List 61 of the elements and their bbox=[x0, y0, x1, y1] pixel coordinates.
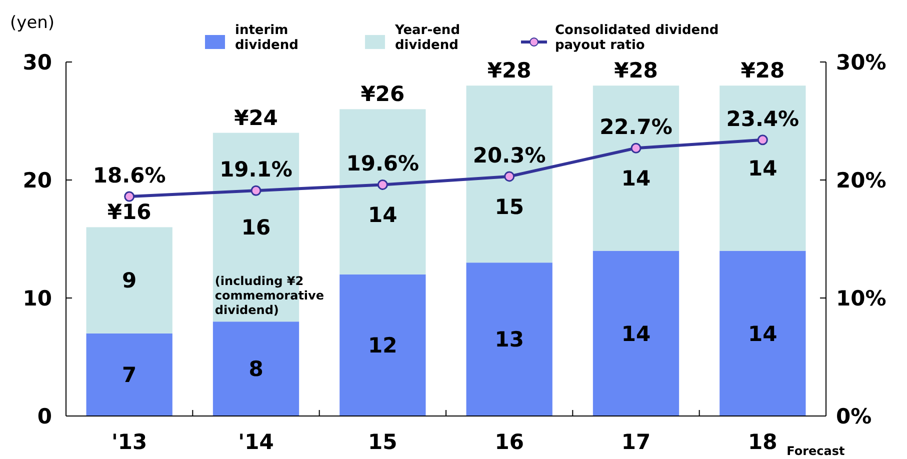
total-label: ¥24 bbox=[234, 106, 278, 130]
total-label: ¥28 bbox=[487, 58, 532, 83]
bar bbox=[340, 274, 426, 416]
bar bbox=[212, 322, 300, 416]
point bbox=[757, 134, 768, 146]
y-tick-label: 20 bbox=[22, 168, 52, 192]
total-label: ¥26 bbox=[360, 82, 405, 106]
point bbox=[124, 191, 135, 202]
bar bbox=[86, 227, 172, 334]
bar bbox=[720, 86, 806, 251]
data-label: 23.4% bbox=[726, 106, 800, 131]
data-label: 8 bbox=[248, 357, 264, 382]
total-label: ¥28 bbox=[740, 58, 785, 83]
x-tick-label: '14 bbox=[238, 430, 274, 454]
data-label: 15 bbox=[494, 194, 524, 219]
bar bbox=[340, 109, 426, 274]
y2-tick-label: 0% bbox=[836, 404, 872, 428]
total-label: ¥16 bbox=[107, 200, 152, 224]
data-label: 19.6% bbox=[346, 152, 420, 176]
y-tick-label: 30 bbox=[22, 50, 52, 74]
x-tick-label: 17 bbox=[621, 430, 651, 454]
data-label: 19.1% bbox=[220, 158, 292, 182]
y-tick-label: 10 bbox=[22, 286, 52, 310]
data-label: 22.7% bbox=[600, 115, 672, 140]
y2-tick-label: 20% bbox=[836, 168, 886, 192]
x-tick-label: 16 bbox=[494, 430, 524, 454]
point bbox=[250, 185, 262, 196]
bar bbox=[592, 86, 680, 251]
y-tick-label: 0 bbox=[37, 404, 52, 428]
annotation: (including ¥2 commemorative dividend) bbox=[214, 274, 324, 317]
x-tick-label: 15 bbox=[368, 430, 398, 454]
total-label: ¥28 bbox=[614, 58, 658, 83]
data-label: 16 bbox=[241, 216, 271, 240]
data-label: 14 bbox=[368, 203, 398, 228]
data-label: 14 bbox=[621, 166, 651, 190]
data-label: 14 bbox=[748, 156, 778, 181]
point bbox=[630, 142, 642, 154]
point bbox=[504, 171, 515, 182]
data-label: 14 bbox=[748, 322, 778, 346]
bar bbox=[466, 262, 552, 416]
bar bbox=[592, 250, 680, 416]
x-tick-label: 18 bbox=[748, 430, 778, 454]
bar bbox=[86, 333, 172, 416]
data-label: 13 bbox=[494, 328, 524, 352]
data-label: 7 bbox=[122, 363, 137, 388]
data-label: 18.6% bbox=[92, 164, 166, 188]
text: Forecast bbox=[786, 444, 846, 458]
y2-tick-label: 10% bbox=[836, 286, 886, 310]
data-label: 12 bbox=[368, 334, 398, 358]
data-label: 14 bbox=[621, 322, 651, 346]
legend-label: Consolidated dividend payout ratio bbox=[555, 22, 719, 53]
y-axis-title: (yen) bbox=[10, 13, 55, 33]
data-label: 9 bbox=[122, 268, 137, 293]
legend-label: interim dividend bbox=[235, 22, 298, 53]
x-tick-label: '13 bbox=[112, 430, 148, 454]
point bbox=[377, 179, 388, 190]
bar bbox=[466, 86, 552, 263]
y2-tick-label: 30% bbox=[836, 50, 886, 74]
data-label: 20.3% bbox=[472, 143, 546, 168]
bar bbox=[720, 250, 806, 416]
legend-label: Year-end dividend bbox=[394, 22, 460, 53]
